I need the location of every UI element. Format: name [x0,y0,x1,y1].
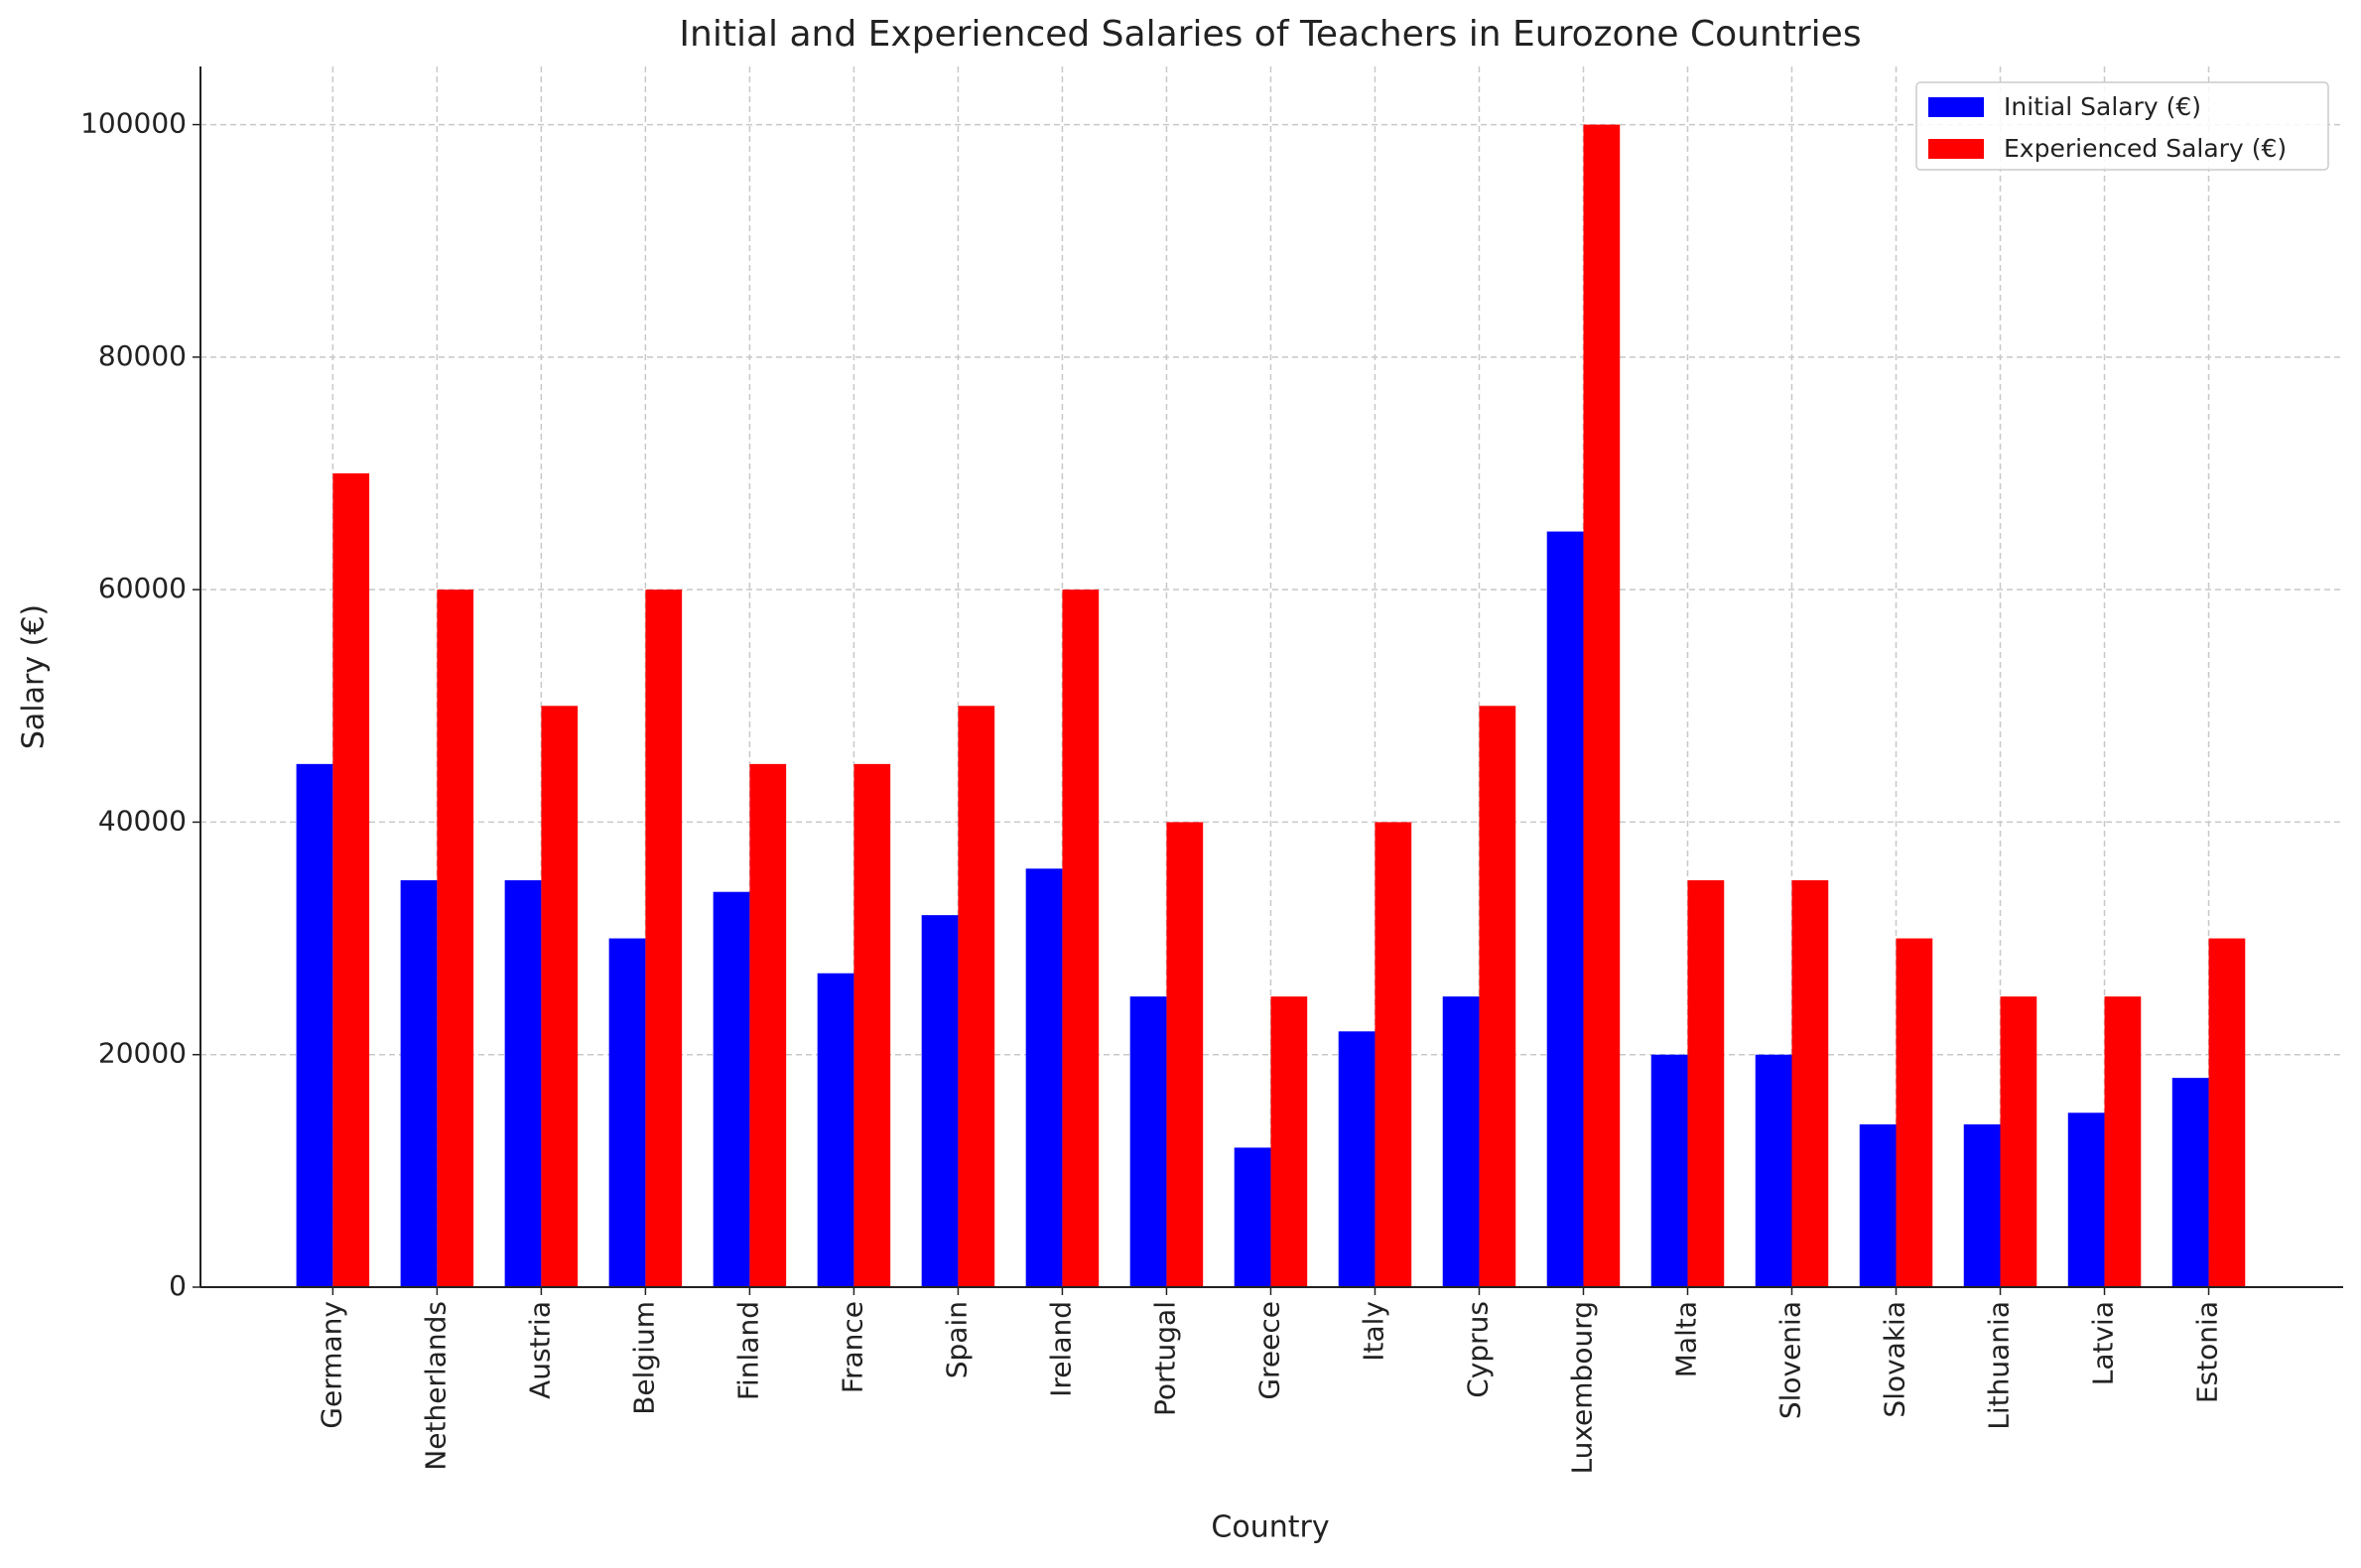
bar [1129,996,1167,1287]
legend-label: Initial Salary (€) [2004,92,2201,121]
bar [1583,124,1621,1288]
x-tick-label: Netherlands [419,1301,452,1471]
x-tick-label: Estonia [2191,1301,2224,1403]
bar [437,589,474,1287]
bar [2000,996,2037,1287]
x-tick-label: Slovakia [1879,1301,1911,1418]
bar [1546,531,1584,1287]
x-tick-label: Italy [1357,1301,1389,1362]
x-tick-label: Austria [523,1301,556,1399]
bar [1791,880,1829,1287]
legend-label: Experienced Salary (€) [2004,134,2287,163]
x-tick-label: Spain [940,1301,973,1378]
x-tick-label: Greece [1252,1301,1285,1400]
x-tick-label: Cyprus [1461,1301,1494,1398]
x-tick-label: Slovenia [1773,1301,1806,1419]
y-tick-label: 20000 [98,1037,187,1070]
bar [1859,1124,1897,1287]
bar [332,473,370,1287]
y-axis-label: Salary (€) [17,604,52,749]
bar [1375,822,1412,1287]
legend-swatch [1928,97,1984,117]
bar [853,763,891,1287]
x-tick-label: Germany [315,1301,347,1429]
bar [921,915,959,1287]
y-tick-label: 60000 [98,572,187,604]
bar [1025,868,1063,1287]
bar [958,706,995,1287]
x-tick-label: Luxembourg [1565,1301,1598,1475]
x-tick-label: Malta [1669,1301,1702,1377]
bar [400,880,438,1287]
bar [1270,996,1308,1287]
bar [1963,1124,2001,1287]
bar [1338,1031,1376,1287]
bar [1062,589,1100,1287]
bar [749,763,787,1287]
bar [504,880,542,1287]
bar [2208,938,2246,1287]
bar [2171,1078,2209,1287]
bar [1442,996,1480,1287]
bar [1166,822,1204,1287]
bar [541,706,579,1287]
x-axis-label: Country [1211,1510,1329,1545]
chart-title: Initial and Experienced Salaries of Teac… [679,14,1861,55]
bar [608,938,646,1287]
bar [713,891,750,1287]
bar [1687,880,1725,1287]
x-tick-label: Finland [731,1301,764,1400]
legend-box [1915,81,2329,171]
bar [2067,1112,2105,1287]
legend-swatch [1928,139,1984,159]
x-tick-label: Latvia [2087,1301,2120,1385]
bar [1755,1054,1792,1287]
bar [2104,996,2142,1287]
y-tick-label: 80000 [98,339,187,372]
bar [1896,938,1933,1287]
x-tick-label: Belgium [627,1301,660,1415]
y-tick-label: 100000 [80,107,187,140]
x-tick-label: Ireland [1044,1301,1077,1397]
bar [296,763,333,1287]
bar [817,973,854,1287]
bar [645,589,683,1287]
y-tick-label: 0 [169,1269,187,1302]
y-tick-label: 40000 [98,804,187,837]
bar [1479,706,1516,1287]
bar [1650,1054,1688,1287]
legend: Initial Salary (€) Experienced Salary (€) [1915,81,2329,171]
x-tick-label: Lithuania [1983,1301,2016,1430]
x-tick-label: Portugal [1148,1301,1181,1416]
bar [1234,1147,1271,1287]
x-tick-label: France [836,1301,868,1393]
